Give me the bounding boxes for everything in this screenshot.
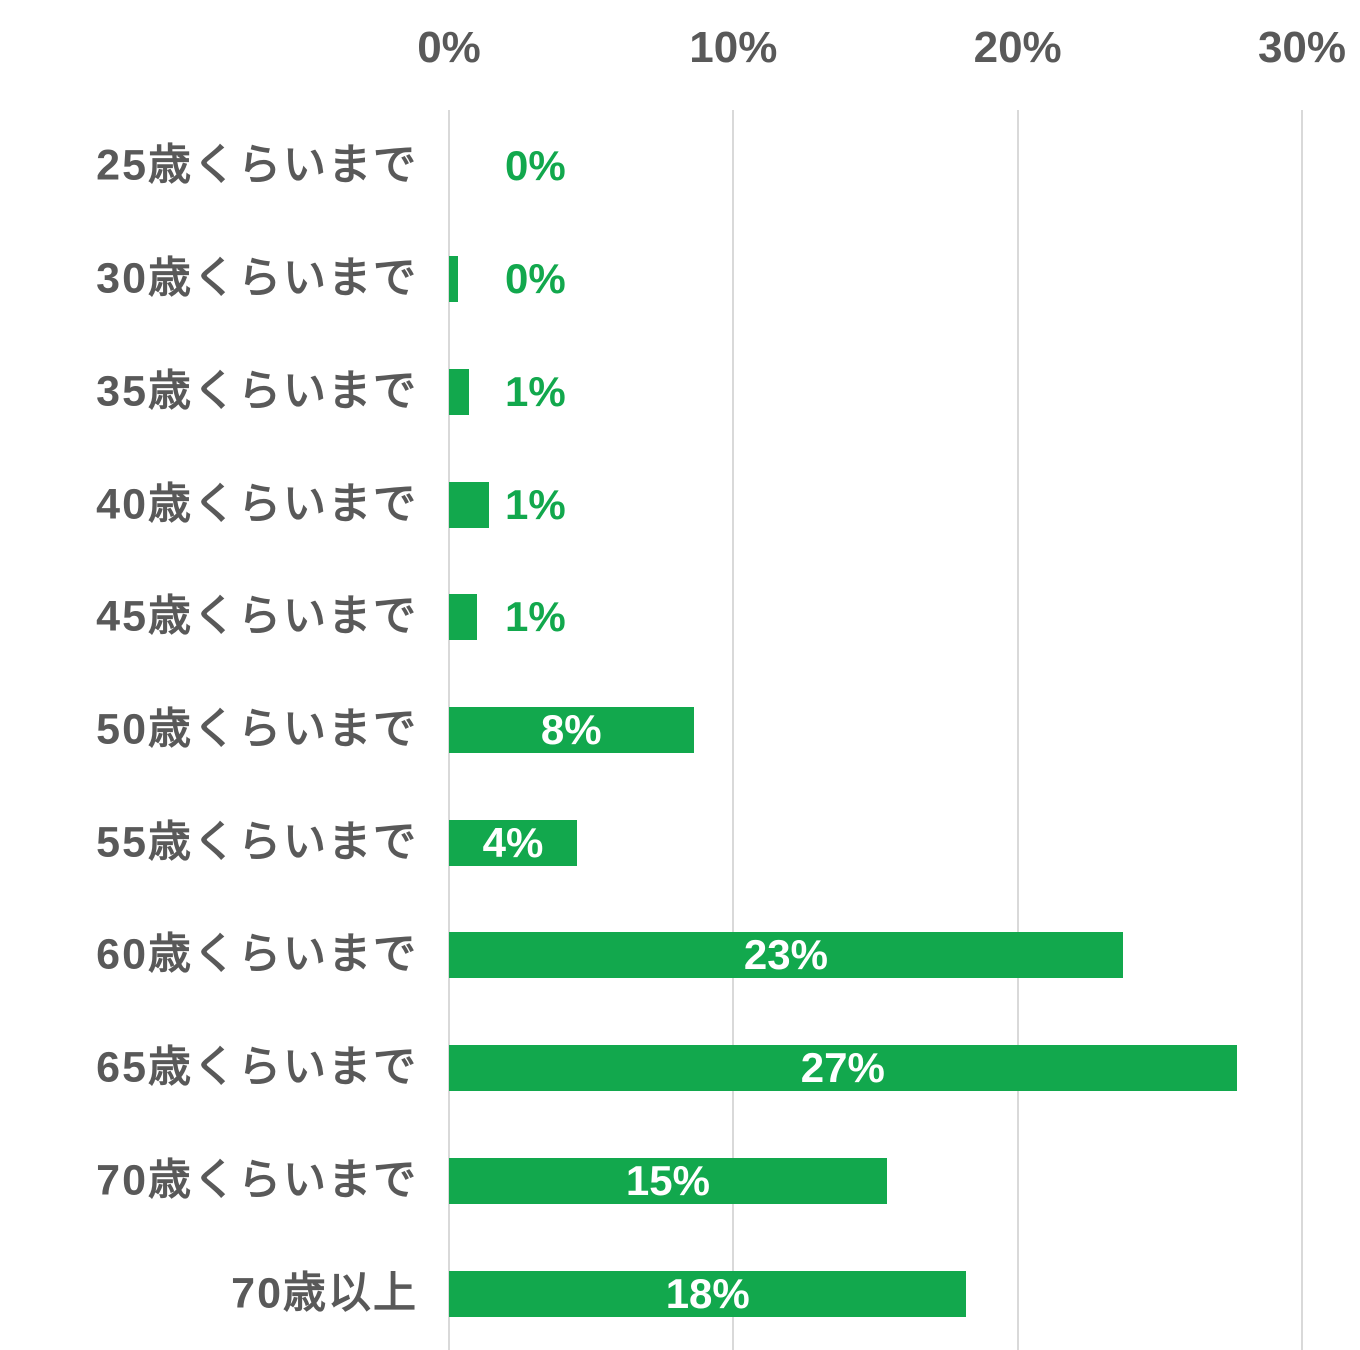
- gridline: [1016, 110, 1019, 1350]
- value-label: 0%: [505, 142, 566, 190]
- bar-row: 40歳くらいまで 1%: [0, 448, 1360, 561]
- bar: [449, 932, 1123, 979]
- bar-row: 50歳くらいまで 8%: [0, 674, 1360, 787]
- value-label: 4%: [482, 818, 544, 866]
- bar: [449, 1270, 967, 1317]
- bar: [449, 1045, 1237, 1092]
- value-label: 23%: [743, 931, 828, 979]
- category-label: 50歳くらいまで: [96, 705, 418, 754]
- category-label: 70歳以上: [231, 1268, 418, 1317]
- value-label: 1%: [505, 480, 566, 528]
- bar-row: 55歳くらいまで 4%: [0, 786, 1360, 899]
- category-label: 35歳くらいまで: [96, 367, 418, 416]
- x-axis-tick: 30%: [1257, 23, 1347, 72]
- bar-row: 70歳くらいまで 15%: [0, 1125, 1360, 1238]
- category-label: 45歳くらいまで: [96, 592, 418, 641]
- gridline: [732, 110, 735, 1350]
- value-label: 15%: [625, 1156, 710, 1204]
- bar-row: 65歳くらいまで 27%: [0, 1012, 1360, 1125]
- value-label: 8%: [540, 705, 602, 753]
- value-label: 1%: [505, 367, 566, 415]
- bar: [449, 594, 478, 641]
- category-label: 25歳くらいまで: [96, 141, 418, 190]
- category-label: 60歳くらいまで: [96, 930, 418, 979]
- value-label: 0%: [505, 255, 566, 303]
- category-label: 70歳くらいまで: [96, 1156, 418, 1205]
- bar: [449, 1157, 887, 1204]
- x-axis-tick: 0%: [417, 23, 481, 72]
- bar-row: 45歳くらいまで 1%: [0, 561, 1360, 674]
- bar: [449, 819, 577, 866]
- bar-row: 25歳くらいまで 0%: [0, 110, 1360, 223]
- bar: [449, 706, 694, 753]
- category-label: 55歳くらいまで: [96, 818, 418, 866]
- bar-row: 70歳以上 18%: [0, 1237, 1360, 1350]
- category-label: 65歳くらいまで: [96, 1043, 418, 1092]
- bar: [449, 368, 469, 415]
- bar: [449, 481, 489, 528]
- bar-row: 60歳くらいまで 23%: [0, 899, 1360, 1012]
- value-label: 1%: [505, 593, 566, 641]
- plot-area: 25歳くらいまで 0% 30歳くらいまで 0% 35歳くらいまで 1% 40歳くらいまで 1%…: [0, 110, 1360, 1350]
- bar-row: 35歳くらいまで 1%: [0, 335, 1360, 448]
- value-label: 18%: [665, 1269, 750, 1317]
- value-label: 27%: [800, 1044, 885, 1092]
- x-axis: 0% 10% 20% 30%: [0, 0, 1360, 110]
- category-label: 30歳くらいまで: [96, 254, 418, 303]
- bar: [449, 256, 458, 303]
- x-axis-tick: 20%: [973, 23, 1062, 72]
- x-axis-tick: 10%: [689, 23, 778, 72]
- category-label: 40歳くらいまで: [96, 479, 418, 528]
- bar-row: 30歳くらいまで 0%: [0, 223, 1360, 336]
- gridline: [1301, 110, 1303, 1350]
